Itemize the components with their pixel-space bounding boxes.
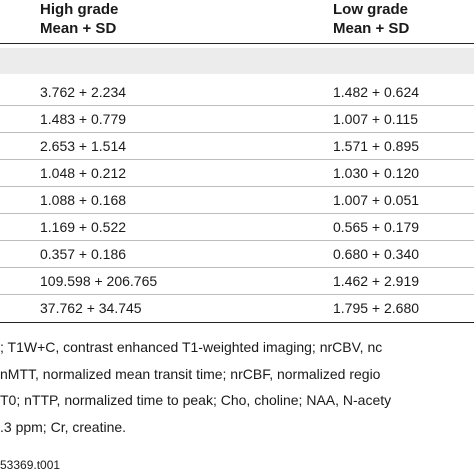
table-row: 3.762 + 2.234 1.482 + 0.624 [0, 79, 474, 106]
high-grade-value: 1.483 + 0.779 [40, 111, 127, 127]
footnote-line: ; T1W+C, contrast enhanced T1-weighted i… [0, 339, 383, 355]
low-grade-value: 1.462 + 2.919 [333, 273, 420, 289]
low-grade-value: 1.482 + 0.624 [333, 84, 420, 100]
row-divider [0, 132, 474, 133]
column-header-high-grade: High grade Mean + SD [40, 0, 118, 38]
low-grade-value: 1.795 + 2.680 [333, 300, 420, 316]
row-divider [0, 240, 474, 241]
table-row: 37.762 + 34.745 1.795 + 2.680 [0, 295, 474, 322]
high-grade-value: 0.357 + 0.186 [40, 246, 127, 262]
table-row: 109.598 + 206.765 1.462 + 2.919 [0, 268, 474, 295]
low-grade-value: 1.571 + 0.895 [333, 138, 420, 154]
table-top-rule [0, 43, 474, 44]
high-grade-value: 1.088 + 0.168 [40, 192, 127, 208]
high-grade-value: 37.762 + 34.745 [40, 300, 142, 316]
column-header-high-grade-title: High grade [40, 1, 119, 18]
high-grade-value: 3.762 + 2.234 [40, 84, 127, 100]
row-divider [0, 294, 474, 295]
row-divider [0, 105, 474, 106]
table-row: 0.357 + 0.186 0.680 + 0.340 [0, 241, 474, 268]
footnote-line: .3 ppm; Cr, creatine. [0, 419, 127, 435]
row-divider [0, 186, 474, 187]
column-header-low-grade-title: Low grade [333, 1, 409, 18]
low-grade-value: 0.565 + 0.179 [333, 219, 420, 235]
table-section-band [0, 48, 474, 74]
table-doi-fragment: 53369.t001 [0, 458, 61, 472]
low-grade-value: 1.007 + 0.115 [333, 111, 418, 127]
high-grade-value: 1.048 + 0.212 [40, 165, 127, 181]
low-grade-value: 0.680 + 0.340 [333, 246, 420, 262]
footnote-line: T0; nTTP, normalized time to peak; Cho, … [0, 392, 392, 408]
table-bottom-rule [0, 322, 474, 323]
table-row: 2.653 + 1.514 1.571 + 0.895 [0, 133, 474, 160]
table-row: 1.483 + 0.779 1.007 + 0.115 [0, 106, 474, 133]
table-row: 1.169 + 0.522 0.565 + 0.179 [0, 214, 474, 241]
table-row: 1.048 + 0.212 1.030 + 0.120 [0, 160, 474, 187]
row-divider [0, 267, 474, 268]
low-grade-value: 1.030 + 0.120 [333, 165, 420, 181]
table-row: 1.088 + 0.168 1.007 + 0.051 [0, 187, 474, 214]
low-grade-value: 1.007 + 0.051 [333, 192, 420, 208]
column-header-high-grade-subtitle: Mean + SD [40, 20, 117, 37]
column-header-low-grade-subtitle: Mean + SD [333, 20, 410, 37]
footnote-line: nMTT, normalized mean transit time; nrCB… [0, 366, 381, 382]
row-divider [0, 213, 474, 214]
high-grade-value: 1.169 + 0.522 [40, 219, 127, 235]
column-header-low-grade: Low grade Mean + SD [333, 0, 409, 38]
high-grade-value: 2.653 + 1.514 [40, 138, 127, 154]
row-divider [0, 159, 474, 160]
high-grade-value: 109.598 + 206.765 [40, 273, 158, 289]
